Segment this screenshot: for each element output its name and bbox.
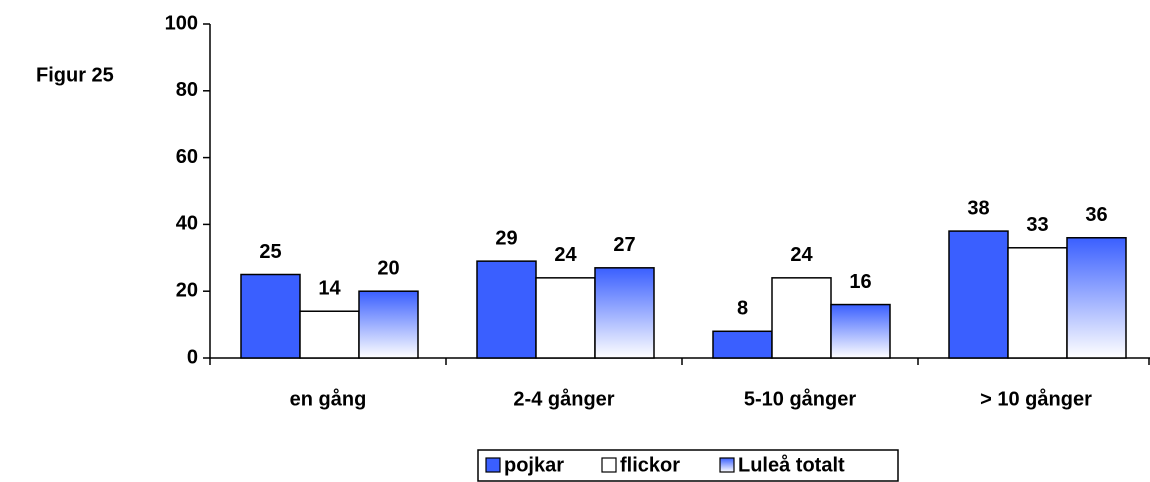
chart-title: Figur 25: [36, 64, 114, 86]
x-tick-label: > 10 gånger: [980, 387, 1092, 410]
legend-label: Luleå totalt: [738, 453, 845, 476]
y-tick-label: 20: [176, 279, 198, 301]
value-label: 33: [1026, 214, 1048, 236]
y-tick-label: 80: [176, 79, 198, 101]
y-tick-label: 40: [176, 213, 198, 235]
bar: [712, 330, 773, 359]
x-tick-label: 2-4 gånger: [513, 387, 614, 410]
x-tick-label: en gång: [290, 387, 367, 410]
bar: [1007, 247, 1068, 359]
bar: [1066, 237, 1127, 359]
legend-swatch: [601, 457, 617, 473]
value-label: 36: [1085, 204, 1107, 226]
value-label: 24: [790, 244, 813, 266]
bar: [299, 310, 360, 359]
value-label: 20: [377, 257, 399, 279]
bar: [948, 230, 1009, 359]
bar: [771, 277, 832, 359]
y-tick-label: 60: [176, 146, 198, 168]
value-label: 38: [967, 197, 989, 219]
legend-swatch: [719, 457, 735, 473]
value-label: 16: [849, 271, 871, 293]
value-label: 27: [613, 234, 635, 256]
bar: [358, 290, 419, 359]
value-label: 14: [318, 278, 341, 300]
bar: [240, 273, 301, 359]
legend-label: flickor: [620, 454, 680, 476]
bar: [535, 277, 596, 359]
legend-label: pojkar: [504, 454, 564, 476]
x-tick-label: 5-10 gånger: [744, 387, 856, 410]
y-tick-label: 0: [187, 346, 198, 368]
bar: [830, 303, 891, 359]
value-label: 25: [259, 241, 281, 263]
value-label: 29: [495, 227, 517, 249]
legend-swatch: [485, 457, 501, 473]
value-label: 24: [554, 244, 577, 266]
value-label: 8: [737, 298, 748, 320]
legend-box: [477, 449, 899, 482]
bar: [594, 267, 655, 359]
bar: [476, 260, 537, 359]
y-tick-label: 100: [165, 12, 198, 34]
